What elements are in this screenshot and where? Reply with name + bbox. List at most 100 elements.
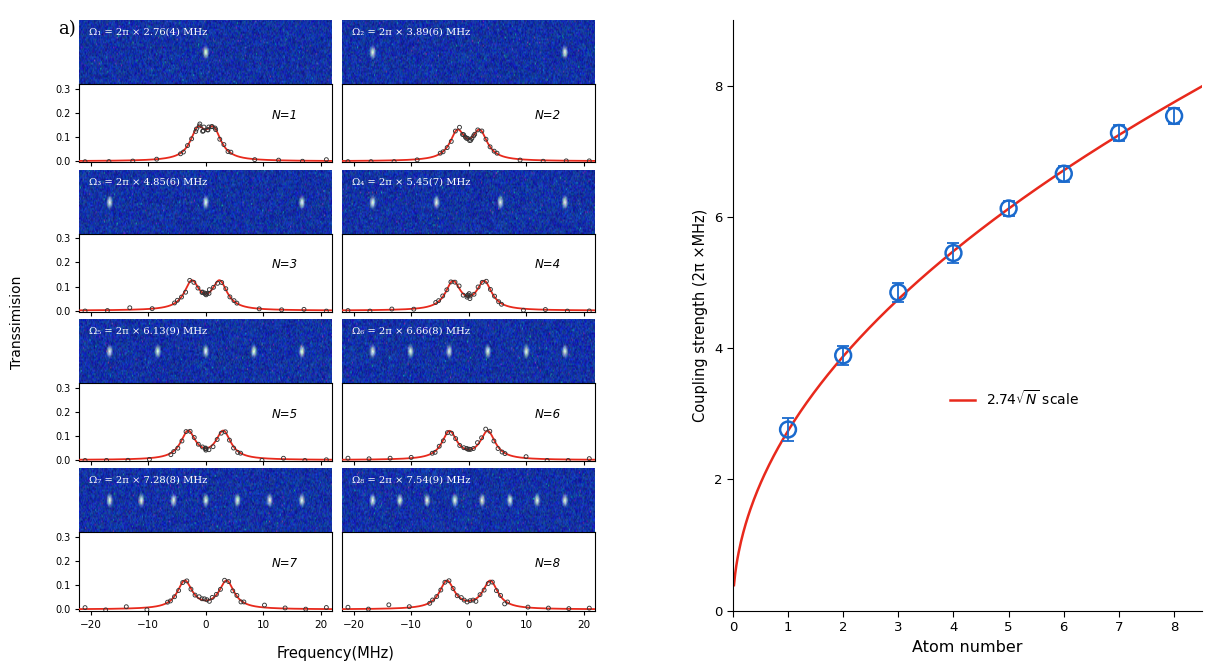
Point xyxy=(464,595,483,605)
Point xyxy=(211,428,231,439)
Point xyxy=(224,295,244,306)
Point xyxy=(182,134,201,144)
Y-axis label: Coupling strength (2π ×MHz): Coupling strength (2π ×MHz) xyxy=(693,209,709,422)
Point xyxy=(227,298,246,309)
Point xyxy=(272,305,292,315)
Point xyxy=(438,427,458,438)
Point xyxy=(460,135,479,146)
Point xyxy=(460,293,479,304)
Point xyxy=(338,305,357,316)
Point xyxy=(462,133,482,144)
Point xyxy=(458,133,477,144)
Point xyxy=(172,435,192,446)
Text: Ω₇ = 2π × 7.28(8) MHz: Ω₇ = 2π × 7.28(8) MHz xyxy=(89,476,207,485)
Point xyxy=(484,146,504,156)
Point xyxy=(203,121,222,132)
Point xyxy=(194,121,213,132)
Point xyxy=(171,148,190,159)
Point xyxy=(193,287,212,298)
Point xyxy=(580,156,599,166)
Text: a): a) xyxy=(59,20,77,38)
Point xyxy=(255,600,274,611)
Point xyxy=(146,154,166,164)
Point xyxy=(199,444,218,455)
Point xyxy=(476,423,495,434)
Point xyxy=(467,437,487,448)
Point xyxy=(537,455,556,466)
Point xyxy=(359,604,378,615)
Point xyxy=(76,603,95,613)
Point xyxy=(399,601,418,612)
Point xyxy=(273,453,293,464)
Point xyxy=(198,595,217,605)
Point xyxy=(223,586,243,597)
Point xyxy=(199,121,218,132)
Point xyxy=(199,125,218,136)
Text: Ω₃ = 2π × 4.85(6) MHz: Ω₃ = 2π × 4.85(6) MHz xyxy=(89,177,207,187)
Point xyxy=(123,156,143,166)
Point xyxy=(249,303,268,314)
Point xyxy=(215,575,234,586)
Point xyxy=(212,277,232,288)
Point xyxy=(514,305,533,315)
Point xyxy=(429,441,449,452)
Point xyxy=(433,146,453,157)
Point xyxy=(404,304,423,315)
Point xyxy=(296,604,316,615)
Point xyxy=(200,285,220,295)
Point xyxy=(195,289,215,299)
Point xyxy=(443,583,462,594)
Point xyxy=(361,156,381,167)
Point xyxy=(168,443,188,454)
Point xyxy=(460,444,479,454)
Point xyxy=(196,445,216,456)
Point xyxy=(96,605,116,615)
Point xyxy=(188,282,207,293)
Point xyxy=(451,592,471,603)
Point xyxy=(98,305,117,316)
Point xyxy=(176,287,195,297)
Point xyxy=(516,452,536,462)
Point xyxy=(445,277,465,288)
Point xyxy=(360,306,379,317)
Point xyxy=(165,297,184,308)
Point xyxy=(76,156,95,167)
Point xyxy=(245,154,265,165)
Text: N=7: N=7 xyxy=(271,557,298,570)
Text: N=5: N=5 xyxy=(271,408,298,421)
Point xyxy=(206,589,226,600)
Point xyxy=(468,125,488,136)
Point xyxy=(510,155,529,166)
Point xyxy=(120,303,139,313)
Point xyxy=(137,605,156,615)
Point xyxy=(157,597,177,607)
Point xyxy=(481,284,500,295)
Point xyxy=(442,276,461,287)
Point xyxy=(232,597,251,607)
Point xyxy=(216,427,235,437)
Point xyxy=(195,443,215,454)
Point xyxy=(472,125,492,136)
Point xyxy=(479,426,499,437)
Point xyxy=(490,590,510,601)
Point xyxy=(221,147,240,158)
Text: Ω₁ = 2π × 2.76(4) MHz: Ω₁ = 2π × 2.76(4) MHz xyxy=(89,28,207,37)
Point xyxy=(456,133,476,144)
Point xyxy=(195,288,215,299)
Point xyxy=(580,603,599,613)
Point xyxy=(295,455,315,466)
Point xyxy=(253,455,272,466)
Point xyxy=(472,432,492,443)
Point xyxy=(559,603,578,614)
Point xyxy=(484,435,504,446)
Point xyxy=(439,575,459,586)
Point xyxy=(161,450,181,460)
Point xyxy=(205,123,224,134)
Point xyxy=(182,584,201,595)
Point xyxy=(317,306,337,317)
Point xyxy=(234,597,254,607)
Point xyxy=(167,295,187,306)
Text: Ω₂ = 2π × 3.89(6) MHz: Ω₂ = 2π × 3.89(6) MHz xyxy=(353,28,471,37)
Point xyxy=(426,297,445,308)
Point xyxy=(437,285,456,295)
